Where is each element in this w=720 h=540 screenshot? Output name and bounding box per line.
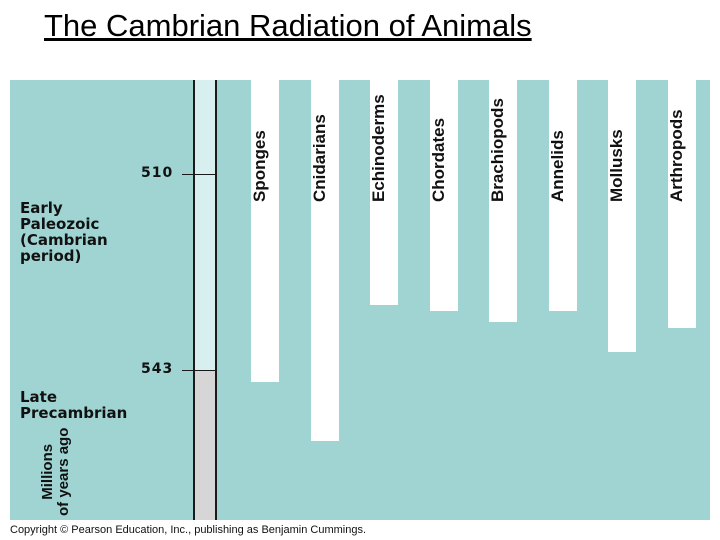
lineage-bar-echinoderms — [370, 80, 398, 305]
precambrian-band — [195, 370, 215, 520]
lineage-name-sponges: Sponges — [250, 130, 269, 202]
lineage-bar-annelids — [548, 80, 577, 311]
lineage-bar-sponges — [251, 80, 279, 382]
lineage-name-mollusks: Mollusks — [607, 129, 626, 202]
lineage-name-brachiopods: Brachiopods — [488, 98, 507, 202]
lineage-bar-arthropods — [667, 80, 696, 329]
copyright-notice: Copyright © Pearson Education, Inc., pub… — [10, 524, 367, 536]
page-title: The Cambrian Radiation of Animals — [44, 8, 532, 43]
lineage-name-annelids: Annelids — [547, 130, 567, 202]
lineage-label-sponges: Sponges — [250, 82, 279, 202]
tick-label-543: 543 — [141, 361, 174, 377]
lineage-label-mollusks: Mollusks — [607, 82, 636, 202]
lineage-label-annelids: Annelids — [547, 82, 577, 202]
lineage-label-brachiopods: Brachiopods — [488, 82, 517, 202]
period-early-paleozoic: Early Paleozoic (Cambrian period) — [20, 199, 108, 265]
lineage-label-chordates: Chordates — [428, 82, 458, 202]
lineage-bar-chordates — [429, 80, 458, 311]
tick-510 — [182, 174, 217, 175]
lineage-name-arthropods: Arthropods — [666, 109, 686, 202]
tick-543 — [182, 370, 217, 371]
time-bar — [193, 80, 217, 520]
lineage-label-cnidarians: Cnidarians — [309, 82, 339, 202]
diagram-panel: 510 543 Early Paleozoic (Cambrian period… — [10, 80, 710, 520]
lineage-label-echinoderms: Echinoderms — [369, 82, 398, 202]
lineage-bar-brachiopods — [489, 80, 517, 323]
lineage-name-cnidarians: Cnidarians — [309, 114, 329, 202]
lineage-label-arthropods: Arthropods — [666, 82, 696, 202]
period-late-precambrian: Late Precambrian — [20, 388, 128, 422]
lineage-bar-cnidarians — [310, 80, 339, 442]
lineage-name-echinoderms: Echinoderms — [369, 94, 388, 202]
y-axis-label: Millions of years ago — [39, 427, 72, 516]
lineage-bar-mollusks — [608, 80, 636, 353]
tick-label-510: 510 — [141, 165, 174, 181]
lineage-name-chordates: Chordates — [428, 117, 448, 202]
